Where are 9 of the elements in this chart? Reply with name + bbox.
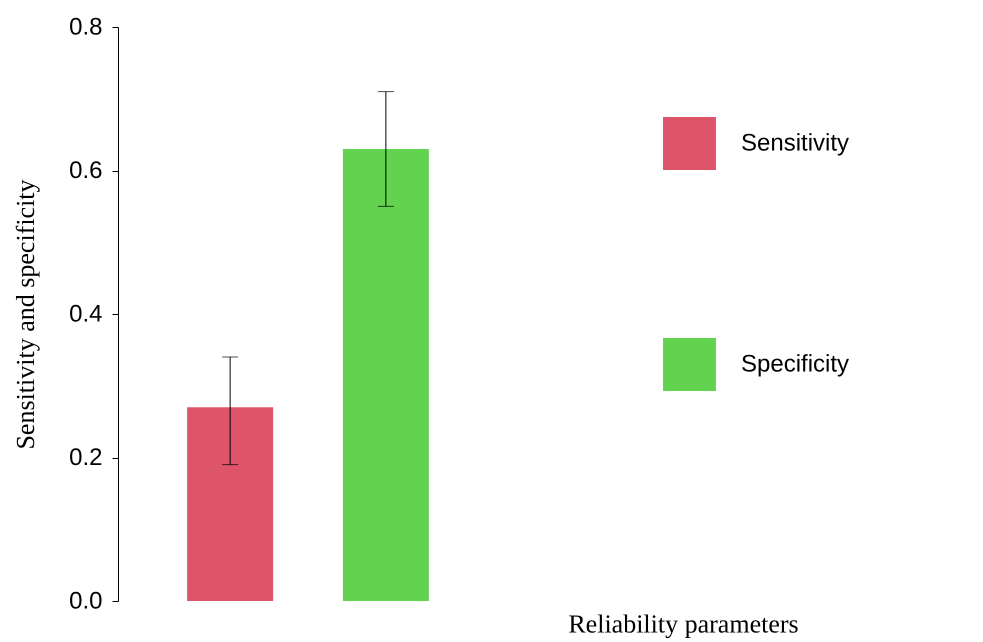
legend-label: Specificity <box>741 350 850 378</box>
y-tick-label: 0.2 <box>69 444 102 471</box>
y-tick-label: 0.0 <box>69 588 102 614</box>
legend-label: Sensitivity <box>741 130 850 156</box>
y-axis-title: Sensitivity and specificity <box>11 179 40 450</box>
y-tick-label: 0.6 <box>69 157 102 184</box>
x-axis-title: Reliability parameters <box>568 610 799 638</box>
y-tick-label: 0.8 <box>69 14 102 40</box>
y-tick-label: 0.4 <box>69 300 102 328</box>
